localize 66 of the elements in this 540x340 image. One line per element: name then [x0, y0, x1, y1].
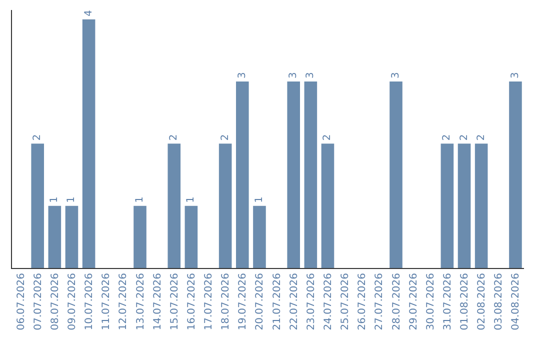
x-tick-label: 31.07.2026: [442, 273, 454, 330]
x-tick-label: 03.08.2026: [494, 273, 505, 330]
x-tick-label: 26.07.2026: [357, 273, 368, 330]
x-tick-label: 07.07.2026: [32, 273, 44, 330]
data-label: 4: [83, 10, 94, 16]
bar: [253, 206, 266, 268]
data-label: 3: [390, 72, 402, 78]
bar: [236, 81, 249, 268]
bar: [31, 144, 44, 268]
bar: [287, 81, 300, 268]
x-tick-label: 04.08.2026: [510, 273, 522, 330]
data-label: 2: [476, 134, 487, 141]
bar: [48, 206, 62, 268]
x-tick-label: 20.07.2026: [254, 273, 266, 330]
bar: [82, 19, 96, 268]
x-tick-label: 06.07.2026: [16, 273, 27, 330]
bar: [134, 206, 146, 268]
x-tick-label: 12.07.2026: [118, 273, 130, 330]
bar: [65, 206, 78, 268]
data-label: 2: [220, 134, 231, 141]
x-tick-label: 09.07.2026: [66, 273, 78, 330]
x-tick-label: 18.07.2026: [220, 273, 232, 330]
data-label: 1: [134, 196, 146, 203]
data-label: 3: [288, 72, 300, 78]
x-tick-label: 17.07.2026: [204, 273, 215, 330]
x-tick-label: 13.07.2026: [135, 273, 146, 330]
x-tick-label: 10.07.2026: [84, 273, 96, 330]
bar: [218, 144, 232, 268]
x-tick-label: 11.07.2026: [101, 273, 112, 330]
bar: [440, 144, 454, 268]
x-tick-label: 22.07.2026: [288, 273, 300, 330]
data-label: 3: [305, 72, 316, 78]
data-label: 2: [322, 134, 334, 141]
bar: [184, 206, 198, 268]
x-tick-label: 30.07.2026: [425, 273, 436, 330]
bar: [304, 81, 318, 268]
x-tick-label: 02.08.2026: [476, 273, 488, 330]
x-tick-label: 27.07.2026: [374, 273, 386, 330]
data-label: 2: [32, 134, 44, 141]
x-tick-label: 29.07.2026: [408, 273, 420, 330]
x-tick-label: 23.07.2026: [306, 273, 317, 330]
x-tick-label: 21.07.2026: [272, 273, 283, 330]
x-tick-label: 01.08.2026: [460, 273, 471, 330]
x-tick-label: 25.07.2026: [340, 273, 352, 330]
data-label: 2: [442, 134, 453, 141]
bar: [321, 144, 334, 268]
bar: [509, 81, 522, 268]
data-label: 1: [66, 196, 78, 203]
bar: [390, 81, 402, 268]
bar: [474, 144, 488, 268]
x-tick-label: 19.07.2026: [238, 273, 249, 330]
bar: [168, 144, 181, 268]
data-label: 2: [458, 134, 470, 141]
x-tick-label: 24.07.2026: [322, 273, 334, 330]
data-label: 1: [186, 196, 197, 203]
data-label: 2: [168, 134, 180, 141]
data-label: 1: [49, 196, 60, 203]
data-label: 3: [510, 72, 521, 78]
x-tick-label: 14.07.2026: [152, 273, 164, 330]
data-label: 3: [236, 72, 248, 78]
x-tick-label: 08.07.2026: [50, 273, 61, 330]
x-tick-label: 15.07.2026: [169, 273, 180, 330]
x-tick-label: 28.07.2026: [391, 273, 402, 330]
data-label: 1: [254, 196, 265, 203]
x-tick-label: 16.07.2026: [186, 273, 198, 330]
bar: [458, 144, 471, 268]
